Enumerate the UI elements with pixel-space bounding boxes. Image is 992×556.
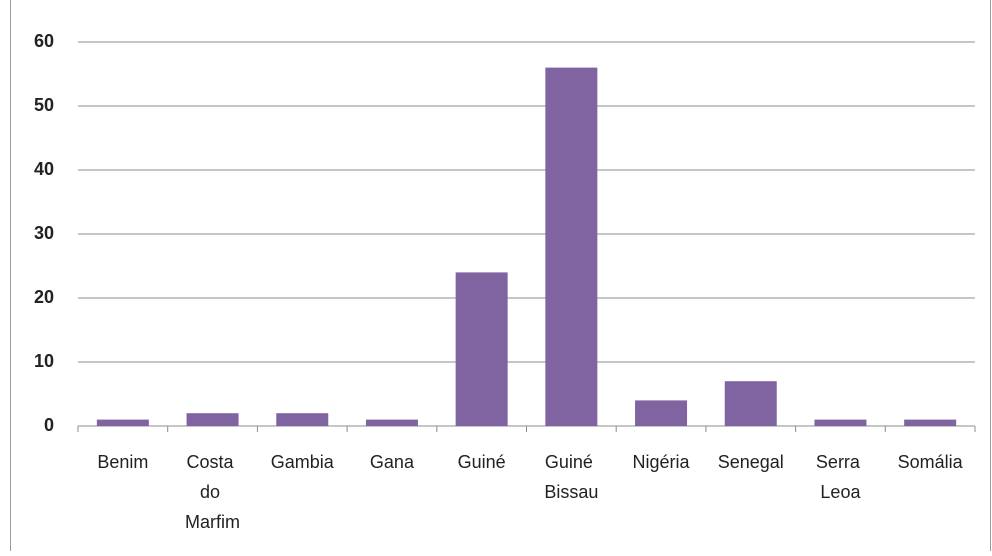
bar	[186, 413, 239, 426]
bar	[545, 67, 598, 426]
x-tick-label: Somália	[898, 452, 964, 472]
y-tick-label: 10	[34, 351, 54, 371]
y-tick-label: 20	[34, 287, 54, 307]
x-tick-label: Senegal	[718, 452, 784, 472]
x-tick-label: Costa do Marfim	[185, 452, 240, 532]
bar	[635, 400, 688, 426]
x-tick-label: Gambia	[271, 452, 335, 472]
y-tick-label: 60	[34, 31, 54, 51]
x-tick-label: Gana	[370, 452, 415, 472]
y-tick-label: 0	[44, 415, 54, 435]
x-tick-label: Guiné	[458, 452, 506, 472]
bar	[814, 419, 867, 426]
bar	[365, 419, 418, 426]
x-tick-label: Nigéria	[633, 452, 691, 472]
bar	[96, 419, 149, 426]
x-tick-label: Benim	[97, 452, 148, 472]
y-tick-label: 30	[34, 223, 54, 243]
bar	[724, 381, 777, 426]
x-tick-label: Serra Leoa	[816, 452, 865, 502]
y-tick-label: 40	[34, 159, 54, 179]
bar	[455, 272, 508, 426]
bar	[904, 419, 957, 426]
chart-frame	[10, 0, 991, 556]
y-tick-label: 50	[34, 95, 54, 115]
bar	[276, 413, 329, 426]
x-tick-label: Guiné Bissau	[544, 452, 598, 502]
